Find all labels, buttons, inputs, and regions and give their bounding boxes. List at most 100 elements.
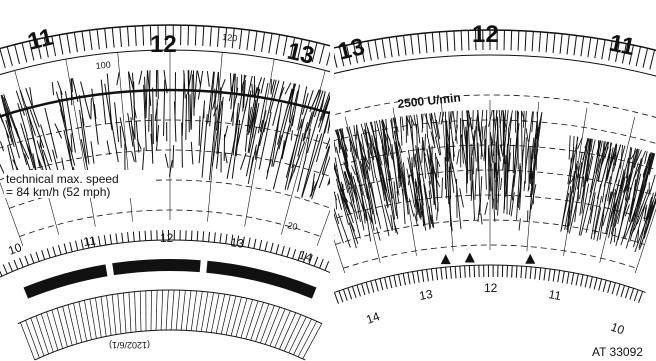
- trace: [507, 116, 513, 148]
- trace: [446, 134, 450, 205]
- tick: [388, 37, 393, 58]
- trace: [281, 90, 299, 160]
- tick: [21, 42, 28, 63]
- tick: [608, 40, 613, 61]
- right-chart: [317, 29, 656, 304]
- tick: [638, 291, 644, 303]
- trace: [374, 137, 385, 201]
- trace: [189, 94, 192, 130]
- tick: [410, 34, 414, 55]
- tick: [529, 266, 532, 279]
- tick: [329, 271, 330, 273]
- trace: [106, 73, 112, 120]
- hatch: [264, 307, 281, 345]
- hatch: [73, 303, 83, 343]
- tick: [412, 271, 416, 284]
- trace: [417, 148, 428, 200]
- trace: [440, 111, 445, 125]
- tick: [438, 31, 442, 52]
- trace: [147, 70, 152, 106]
- tick: [342, 289, 348, 301]
- tick: [0, 48, 6, 68]
- trace: [560, 181, 570, 230]
- tick: [593, 277, 598, 290]
- trace: [327, 116, 330, 134]
- trace: [116, 72, 120, 86]
- trace: [5, 104, 20, 139]
- tick: [194, 25, 197, 46]
- hour-label: 13: [285, 38, 317, 70]
- trace: [393, 181, 399, 220]
- trace: [633, 149, 640, 168]
- hatch: [175, 290, 181, 331]
- trace: [303, 111, 313, 142]
- trace: [385, 178, 397, 234]
- hatch: [255, 303, 270, 342]
- trace: [492, 110, 498, 157]
- tick: [407, 272, 411, 285]
- trace: [606, 179, 620, 235]
- trace: [505, 137, 512, 197]
- trace: [391, 144, 399, 194]
- trace: [365, 208, 372, 242]
- trace: [63, 129, 73, 166]
- trace: [502, 110, 509, 171]
- trace: [127, 112, 134, 147]
- hour-label: 11: [82, 233, 97, 249]
- trace: [297, 86, 308, 131]
- trace: [605, 156, 615, 181]
- trace: [513, 154, 518, 188]
- trace: [100, 79, 107, 124]
- trace: [634, 157, 653, 216]
- tick: [224, 27, 228, 48]
- note: = 84 km/h (52 mph): [6, 185, 110, 199]
- trace: [119, 125, 122, 148]
- trace: [359, 160, 371, 200]
- trace: [435, 156, 441, 168]
- arc: [334, 94, 656, 118]
- tick: [594, 38, 599, 59]
- tick: [134, 25, 137, 46]
- trace: [389, 170, 398, 216]
- tick: [253, 31, 258, 51]
- tick: [575, 273, 579, 286]
- trace: [625, 146, 632, 179]
- hatch: [269, 308, 286, 347]
- trace: [272, 81, 285, 126]
- trace: [524, 137, 527, 184]
- trace: [336, 97, 346, 125]
- hatch: [235, 298, 248, 337]
- trace: [60, 109, 76, 166]
- trace: [384, 154, 394, 199]
- trace: [142, 147, 145, 172]
- trace: [414, 213, 418, 227]
- trace: [29, 109, 45, 148]
- hatch: [95, 297, 102, 338]
- note-bg: [4, 170, 154, 198]
- tick: [334, 52, 338, 68]
- trace: [241, 74, 247, 88]
- trace: [247, 87, 258, 136]
- hatch: [56, 308, 68, 347]
- trace: [495, 156, 500, 204]
- tick: [57, 244, 62, 255]
- tick: [28, 40, 35, 61]
- trace: [143, 84, 147, 152]
- tick: [517, 30, 520, 51]
- trace: [354, 184, 365, 231]
- trace: [524, 111, 533, 172]
- trace: [630, 148, 638, 160]
- trace: [317, 187, 321, 199]
- serial: (1202/6/1): [109, 340, 150, 350]
- trace: [411, 119, 415, 168]
- trace: [358, 139, 369, 165]
- trace: [493, 198, 496, 222]
- tick: [611, 282, 616, 295]
- trace: [523, 181, 526, 192]
- tick: [8, 262, 13, 272]
- trace: [346, 166, 359, 200]
- trace: [136, 139, 142, 150]
- trace: [424, 133, 426, 151]
- tick: [460, 30, 463, 51]
- rpm-label: 2500 U/min: [397, 90, 461, 111]
